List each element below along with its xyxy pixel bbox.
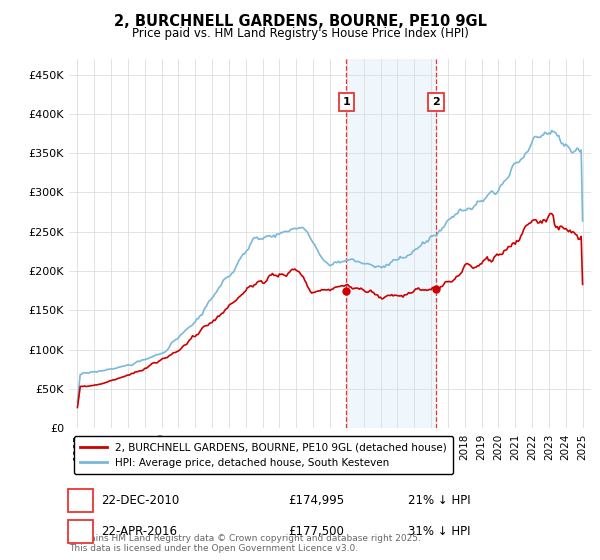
Text: £174,995: £174,995 [288,494,344,507]
Text: 1: 1 [343,97,350,107]
Text: 2: 2 [432,97,440,107]
Text: 2, BURCHNELL GARDENS, BOURNE, PE10 9GL: 2, BURCHNELL GARDENS, BOURNE, PE10 9GL [113,14,487,29]
Legend: 2, BURCHNELL GARDENS, BOURNE, PE10 9GL (detached house), HPI: Average price, det: 2, BURCHNELL GARDENS, BOURNE, PE10 9GL (… [74,436,453,474]
Text: 2: 2 [76,525,85,538]
Text: 31% ↓ HPI: 31% ↓ HPI [409,525,471,538]
Text: 1: 1 [76,494,85,507]
Bar [346,59,436,428]
Text: Contains HM Land Registry data © Crown copyright and database right 2025.
This d: Contains HM Land Registry data © Crown c… [69,534,421,553]
Text: 22-DEC-2010: 22-DEC-2010 [101,494,179,507]
Text: 22-APR-2016: 22-APR-2016 [101,525,177,538]
Text: 21% ↓ HPI: 21% ↓ HPI [409,494,471,507]
Text: Price paid vs. HM Land Registry's House Price Index (HPI): Price paid vs. HM Land Registry's House … [131,27,469,40]
Text: £177,500: £177,500 [288,525,344,538]
